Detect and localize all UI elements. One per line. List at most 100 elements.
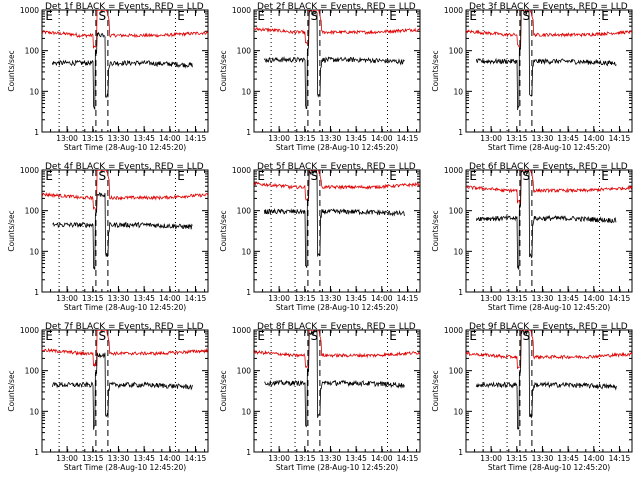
y-axis-label: Counts/sec xyxy=(219,370,228,411)
x-tick-label: 13:00 xyxy=(56,454,78,463)
event-flag-e: E xyxy=(389,169,397,183)
y-tick-label: 10 xyxy=(241,87,251,96)
y-tick-label: 10 xyxy=(453,87,463,96)
events-series-line xyxy=(263,10,405,110)
y-tick-label: 1000 xyxy=(232,326,251,335)
detector-panel-1: Det 1f BLACK = Events, RED = LLD 1 10 100 10… xyxy=(7,2,209,152)
events-series-line xyxy=(475,10,617,111)
plot-frame xyxy=(41,9,209,133)
detector-panel-7: Det 7f BLACK = Events, RED = LLD 1 10 100 10… xyxy=(7,322,209,472)
x-tick-label: 14:15 xyxy=(397,294,419,303)
plot-frame xyxy=(253,9,421,133)
x-tick-label: 13:15 xyxy=(82,454,104,463)
detector-panel-6: Det 6f BLACK = Events, RED = LLD 1 10 100 10… xyxy=(431,162,633,312)
panel-title: Det 1f BLACK = Events, RED = LLD xyxy=(45,2,204,12)
lld-series-line xyxy=(254,170,420,201)
x-tick-label: 13:45 xyxy=(345,454,367,463)
plot-frame xyxy=(465,329,633,453)
x-tick-label: 13:15 xyxy=(82,134,104,143)
event-flag-e: E xyxy=(601,169,609,183)
plot-frame xyxy=(253,169,421,293)
lld-series-line xyxy=(254,10,420,45)
plot-frame xyxy=(41,169,209,293)
y-tick-label: 1000 xyxy=(444,6,463,15)
y-axis-label: Counts/sec xyxy=(219,50,228,91)
x-tick-label: 14:00 xyxy=(583,134,605,143)
lld-series-line xyxy=(42,170,208,212)
x-tick-label: 13:30 xyxy=(532,454,554,463)
x-tick-label: 13:15 xyxy=(294,454,316,463)
x-tick-label: 13:00 xyxy=(268,454,290,463)
x-tick-label: 13:00 xyxy=(56,134,78,143)
event-flag-e: E xyxy=(469,169,477,183)
y-tick-label: 10 xyxy=(29,87,39,96)
y-tick-label: 100 xyxy=(25,207,40,216)
y-tick-label: 1000 xyxy=(20,6,39,15)
y-tick-label: 1 xyxy=(458,288,463,297)
x-tick-label: 13:30 xyxy=(108,454,130,463)
events-series-line xyxy=(51,352,193,430)
x-tick-label: 13:45 xyxy=(133,134,155,143)
y-tick-label: 10 xyxy=(29,247,39,256)
event-flag-e: E xyxy=(389,9,397,23)
y-tick-label: 1 xyxy=(246,288,251,297)
y-tick-label: 1 xyxy=(34,448,39,457)
x-tick-label: 13:30 xyxy=(320,134,342,143)
event-flag-s: S xyxy=(98,9,106,23)
y-tick-label: 1000 xyxy=(232,166,251,175)
x-tick-label: 13:15 xyxy=(506,454,528,463)
y-tick-label: 1000 xyxy=(20,166,39,175)
x-axis-label: Start Time (28-Aug-10 12:45:20) xyxy=(488,143,610,152)
x-tick-label: 13:30 xyxy=(320,454,342,463)
event-flag-s: S xyxy=(310,9,318,23)
x-tick-label: 13:30 xyxy=(532,134,554,143)
y-axis-label: Counts/sec xyxy=(7,210,16,251)
y-tick-label: 100 xyxy=(237,207,252,216)
detector-panel-4: Det 4f BLACK = Events, RED = LLD 1 10 100 10… xyxy=(7,162,209,312)
event-flag-e: E xyxy=(177,169,185,183)
y-tick-label: 10 xyxy=(241,247,251,256)
detector-panel-3: Det 3f BLACK = Events, RED = LLD 1 10 100 10… xyxy=(431,2,633,152)
detector-panel-8: Det 8f BLACK = Events, RED = LLD 1 10 100 10… xyxy=(219,322,421,472)
x-axis-label: Start Time (28-Aug-10 12:45:20) xyxy=(64,143,186,152)
y-tick-label: 10 xyxy=(453,407,463,416)
panel-title: Det 2f BLACK = Events, RED = LLD xyxy=(257,2,416,12)
x-axis-label: Start Time (28-Aug-10 12:45:20) xyxy=(64,463,186,472)
x-tick-label: 13:30 xyxy=(108,134,130,143)
events-series-line xyxy=(52,192,193,270)
y-tick-label: 1 xyxy=(34,288,39,297)
x-tick-label: 14:00 xyxy=(371,134,393,143)
x-tick-label: 13:45 xyxy=(345,294,367,303)
x-axis-label: Start Time (28-Aug-10 12:45:20) xyxy=(276,463,398,472)
x-tick-label: 13:00 xyxy=(268,294,290,303)
lld-series-line xyxy=(466,10,632,48)
event-flag-e: E xyxy=(601,329,609,343)
lld-series-line xyxy=(42,10,208,49)
x-tick-label: 13:45 xyxy=(133,294,155,303)
x-tick-label: 14:00 xyxy=(159,294,181,303)
x-tick-label: 13:30 xyxy=(108,294,130,303)
y-tick-label: 100 xyxy=(25,367,40,376)
event-flag-e: E xyxy=(257,9,265,23)
x-axis-label: Start Time (28-Aug-10 12:45:20) xyxy=(276,143,398,152)
y-tick-label: 1 xyxy=(246,448,251,457)
y-axis-label: Counts/sec xyxy=(7,370,16,411)
event-flag-e: E xyxy=(177,329,185,343)
y-tick-label: 100 xyxy=(449,207,464,216)
x-tick-label: 13:30 xyxy=(320,294,342,303)
y-tick-label: 100 xyxy=(237,47,252,56)
events-series-line xyxy=(51,31,193,111)
x-tick-label: 14:15 xyxy=(397,134,419,143)
x-tick-label: 14:00 xyxy=(371,294,393,303)
x-tick-label: 13:30 xyxy=(532,294,554,303)
event-flag-e: E xyxy=(389,329,397,343)
x-tick-label: 14:00 xyxy=(371,454,393,463)
panel-title: Det 7f BLACK = Events, RED = LLD xyxy=(45,322,204,332)
x-tick-label: 13:00 xyxy=(480,134,502,143)
x-tick-label: 14:15 xyxy=(609,454,631,463)
x-tick-label: 14:15 xyxy=(185,134,207,143)
y-tick-label: 100 xyxy=(449,47,464,56)
detector-panel-2: Det 2f BLACK = Events, RED = LLD 1 10 100 10… xyxy=(219,2,421,152)
x-tick-label: 13:15 xyxy=(294,294,316,303)
